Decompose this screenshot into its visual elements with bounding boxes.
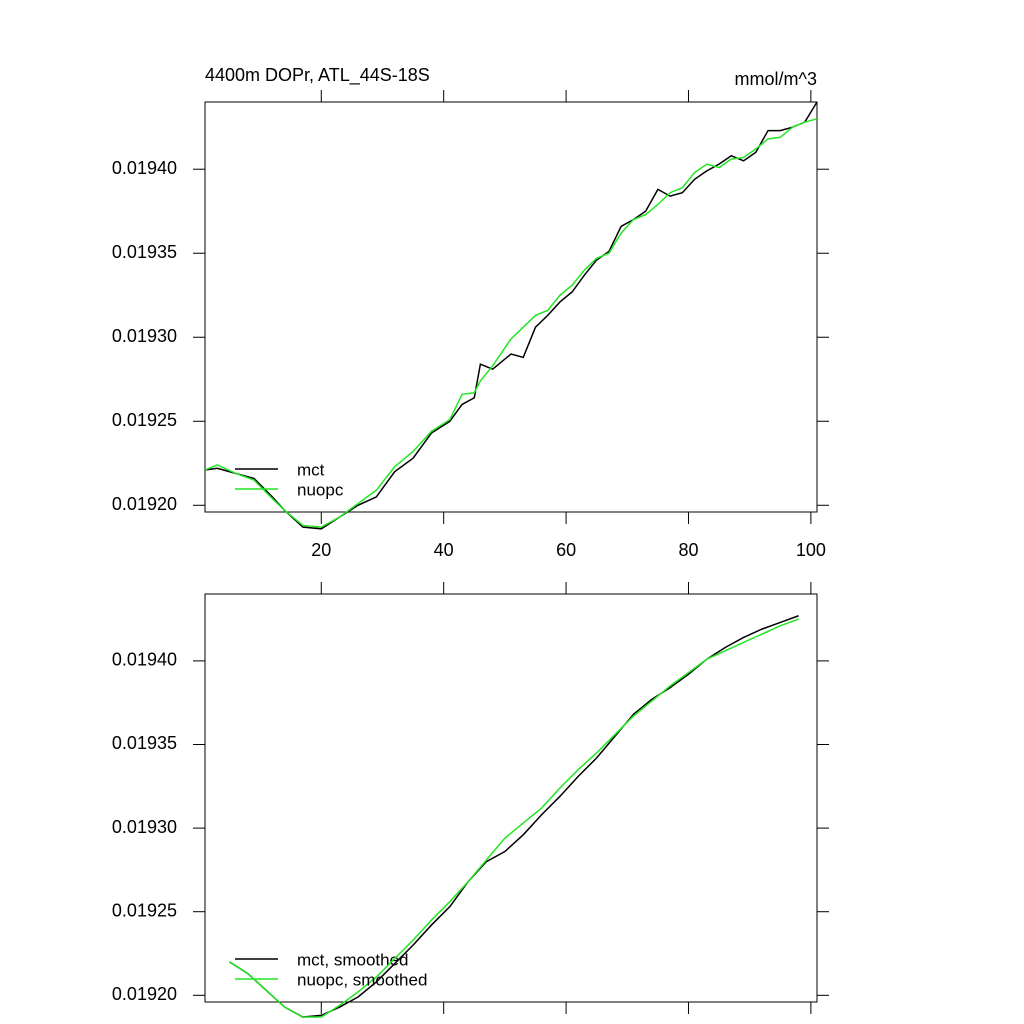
legend-label: nuopc, smoothed xyxy=(297,970,427,989)
x-tick-label: 20 xyxy=(311,540,331,560)
y-tick-label: 0.01920 xyxy=(112,984,177,1004)
x-tick-label: 80 xyxy=(678,540,698,560)
units-label: mmol/m^3 xyxy=(735,69,817,89)
y-tick-label: 0.01930 xyxy=(112,326,177,346)
data-line xyxy=(229,618,799,1018)
y-tick-label: 0.01940 xyxy=(112,650,177,670)
legend-label: mct, smoothed xyxy=(297,950,409,969)
data-line xyxy=(204,118,818,528)
x-tick-label: 40 xyxy=(434,540,454,560)
y-tick-label: 0.01935 xyxy=(112,242,177,262)
y-tick-label: 0.01930 xyxy=(112,817,177,837)
legend-label: mct xyxy=(297,460,325,479)
x-tick-label: 100 xyxy=(796,540,826,560)
y-tick-label: 0.01925 xyxy=(112,410,177,430)
y-tick-label: 0.01935 xyxy=(112,733,177,753)
y-tick-label: 0.01925 xyxy=(112,900,177,920)
x-tick-label: 60 xyxy=(556,540,576,560)
plot-frame xyxy=(204,593,818,1003)
plot-frame xyxy=(204,101,818,513)
legend-label: nuopc xyxy=(297,480,344,499)
data-line xyxy=(204,101,818,530)
y-tick-label: 0.01920 xyxy=(112,494,177,514)
chart-title: 4400m DOPr, ATL_44S-18S xyxy=(205,65,430,86)
y-tick-label: 0.01940 xyxy=(112,158,177,178)
